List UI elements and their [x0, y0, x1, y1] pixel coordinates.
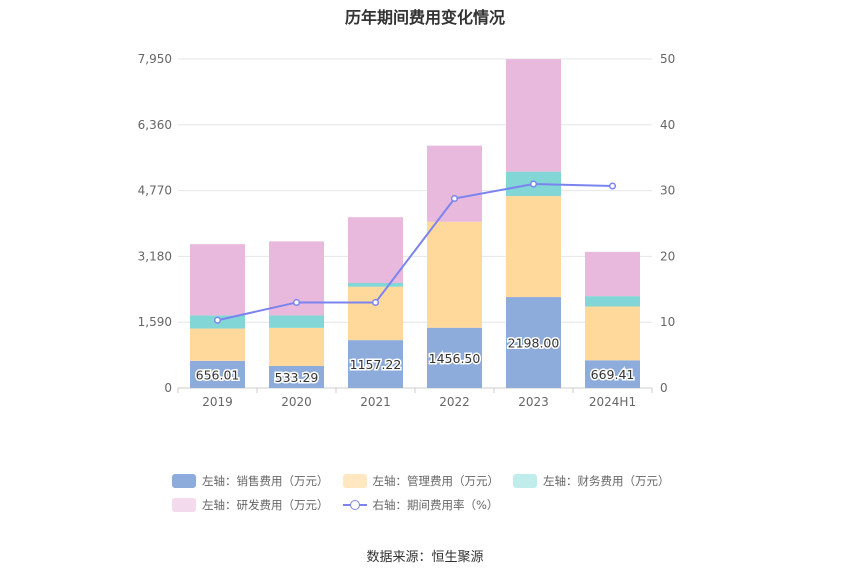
line-rate [217, 183, 613, 322]
line-rate-point [292, 298, 301, 307]
line-rate-point [371, 298, 380, 307]
data-label-sales: 1157.22 [350, 357, 402, 372]
legend-swatch-rd [172, 498, 196, 512]
right-axis-tick-label: 0 [660, 381, 668, 395]
legend-line-marker-icon [342, 498, 367, 512]
x-axis-tick-label: 2024H1 [589, 395, 636, 409]
data-source: 数据来源：恒生聚源 [366, 550, 484, 565]
line-rate-point [213, 316, 222, 324]
legend-label-rd: 左轴：研发费用（万元） [202, 498, 329, 512]
right-axis-tick-label: 20 [660, 249, 675, 263]
x-axis-tick-label: 2023 [518, 395, 549, 409]
data-label-sales: 656.01 [196, 367, 240, 382]
bar-rd [506, 59, 561, 172]
legend: 左轴：销售费用（万元） 左轴：管理费用（万元） 左轴：财务费用（万元） 左轴：研… [172, 472, 692, 520]
right-axis-tick-label: 10 [660, 315, 675, 329]
data-label-sales: 2198.00 [508, 336, 560, 351]
bar-finance [585, 296, 640, 307]
right-axis-tick-label: 30 [660, 184, 675, 198]
bar-admin [348, 286, 403, 341]
left-axis-tick-label: 3,180 [138, 249, 172, 263]
bar-admin [585, 306, 640, 361]
bar-rd [585, 251, 640, 297]
bar-finance [269, 315, 324, 328]
left-axis-tick-label: 0 [164, 381, 172, 395]
legend-label-admin: 左轴：管理费用（万元） [372, 474, 500, 488]
legend-item-rate[interactable]: 右轴：期间费用率（%） [342, 497, 499, 513]
legend-swatch-sales [172, 474, 196, 488]
line-rate-point [450, 194, 459, 203]
legend-label-sales: 左轴：销售费用（万元） [202, 474, 329, 488]
bar-finance [348, 283, 403, 287]
legend-item-admin[interactable]: 左轴：管理费用（万元） [342, 473, 500, 489]
bar-admin [427, 221, 482, 328]
x-axis-tick-label: 2021 [360, 395, 391, 409]
legend-item-rd[interactable]: 左轴：研发费用（万元） [172, 497, 329, 513]
left-axis-tick-label: 4,770 [138, 184, 172, 198]
data-label-sales: 533.29 [275, 370, 319, 385]
data-label-sales: 1456.50 [429, 351, 481, 366]
bar-sales [190, 360, 245, 388]
legend-item-sales[interactable]: 左轴：销售费用（万元） [172, 473, 329, 489]
x-axis-tick-label: 2020 [281, 395, 312, 409]
chart-title: 历年期间费用变化情况 [344, 8, 505, 27]
legend-item-finance[interactable]: 左轴：财务费用（万元） [513, 473, 670, 489]
legend-label-finance: 左轴：财务费用（万元） [543, 474, 670, 488]
bar-sales [269, 365, 324, 388]
x-axis-tick-label: 2019 [202, 395, 233, 409]
left-axis-tick-label: 6,360 [138, 118, 172, 132]
bar-sales [348, 340, 403, 388]
right-axis-tick-label: 40 [660, 118, 675, 132]
legend-swatch-admin [342, 474, 367, 488]
bar-rd [427, 145, 482, 222]
line-rate-point [529, 180, 538, 188]
bar-admin [190, 328, 245, 361]
bar-sales [506, 297, 561, 388]
legend-swatch-finance [513, 474, 537, 488]
bar-sales [427, 327, 482, 388]
bar-admin [269, 327, 324, 366]
bar-sales [585, 360, 640, 388]
legend-label-rate: 右轴：期间费用率（%） [372, 498, 499, 512]
bar-rd [348, 217, 403, 284]
bar-rd [190, 244, 245, 316]
data-label-sales: 669.41 [591, 367, 635, 382]
chart-canvas: 0 0 1,590 10 3,180 20 4,770 30 6,360 40 7,950 50 201… [138, 52, 676, 409]
bar-admin [506, 196, 561, 298]
left-axis-tick-label: 7,950 [138, 52, 172, 66]
x-axis-tick-label: 2022 [439, 395, 470, 409]
left-axis-tick-label: 1,590 [138, 315, 172, 329]
right-axis-tick-label: 50 [660, 52, 675, 66]
line-rate-point [608, 182, 617, 190]
